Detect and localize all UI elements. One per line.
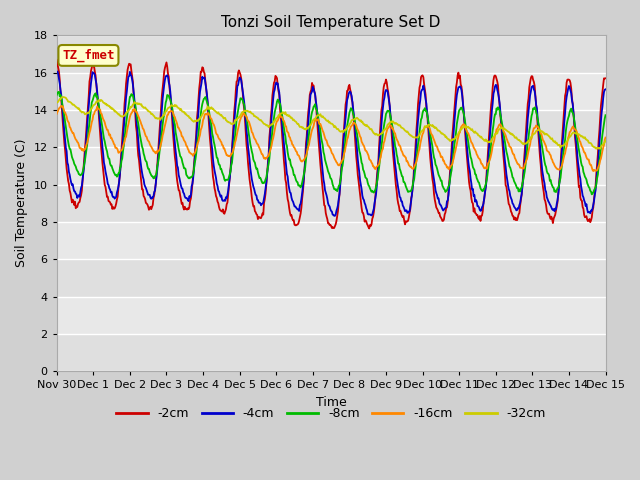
Bar xyxy=(57,36,605,72)
Bar xyxy=(57,110,605,147)
Title: Tonzi Soil Temperature Set D: Tonzi Soil Temperature Set D xyxy=(221,15,441,30)
Y-axis label: Soil Temperature (C): Soil Temperature (C) xyxy=(15,139,28,267)
X-axis label: Time: Time xyxy=(316,396,346,408)
Legend: -2cm, -4cm, -8cm, -16cm, -32cm: -2cm, -4cm, -8cm, -16cm, -32cm xyxy=(111,402,551,425)
Bar xyxy=(57,334,605,371)
Text: TZ_fmet: TZ_fmet xyxy=(62,49,115,62)
Bar xyxy=(57,259,605,297)
Bar xyxy=(57,185,605,222)
